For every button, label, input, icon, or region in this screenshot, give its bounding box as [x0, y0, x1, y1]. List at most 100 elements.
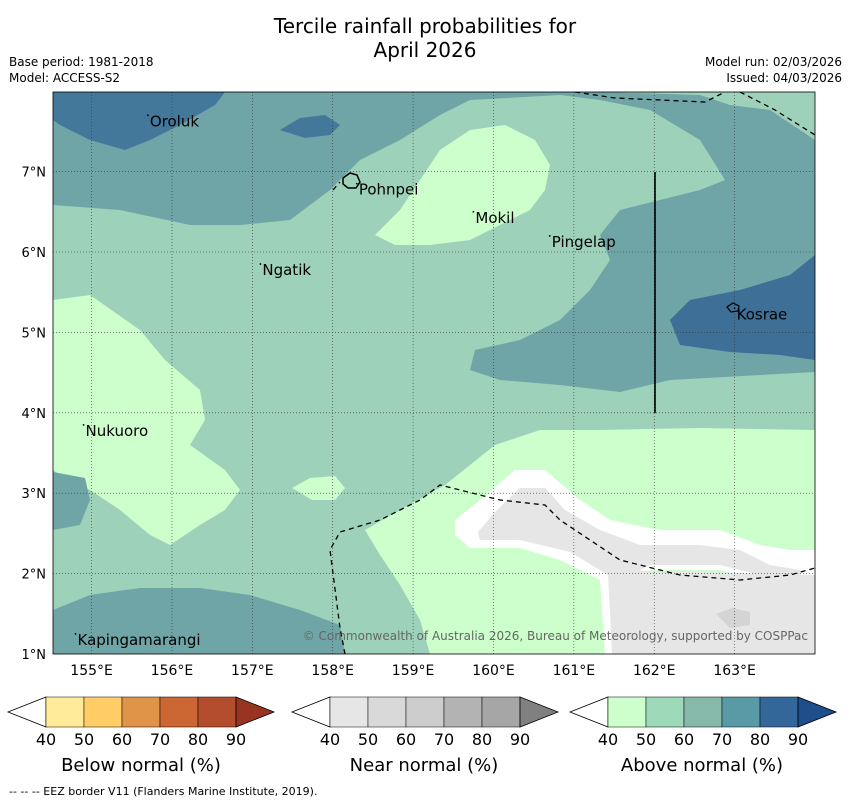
pohnpei-island-outline	[342, 172, 361, 189]
field-above-70-islet	[280, 115, 340, 138]
colorbar-above-band	[645, 696, 685, 728]
place-marker-kosrae	[733, 307, 736, 310]
colorbar-near-band	[481, 696, 521, 728]
colorbar-near-tick: 90	[510, 730, 530, 749]
longitude-ticks: 155°E 156°E 157°E 158°E 159°E 160°E 161°E 162°E…	[70, 663, 756, 679]
colorbar-below-min-arrow	[6, 696, 47, 728]
colorbar-near-band	[405, 696, 445, 728]
colorbar-below-tick: 80	[188, 730, 208, 749]
colorbar-above-tick: 80	[750, 730, 770, 749]
probability-fields	[53, 92, 815, 654]
place-label-mokil: Mokil	[475, 209, 514, 227]
lon-tick-label: 160°E	[472, 663, 515, 679]
place-label-pohnpei: Pohnpei	[359, 181, 419, 199]
colorbar-above-tick: 60	[674, 730, 694, 749]
latitude-ticks: 1°N 2°N 3°N 4°N 5°N 6°N 7°N	[22, 166, 47, 663]
place-marker-kapingamarangi	[74, 632, 77, 635]
colorbar-near-tick: 70	[434, 730, 454, 749]
colorbar-near-max-arrow	[519, 696, 560, 728]
colorbar-above-min-arrow	[568, 696, 609, 728]
place-label-oroluk: Oroluk	[150, 112, 199, 130]
place-marker-pingelap	[548, 235, 551, 237]
field-above-60-southwest	[53, 472, 90, 530]
field-above-70-kosrae	[670, 255, 815, 360]
colorbar-below-tick: 90	[226, 730, 246, 749]
colorbar-near-tick: 60	[396, 730, 416, 749]
field-above-70-oroluk	[53, 92, 225, 150]
base-period-text: Base period: 1981-2018	[9, 55, 154, 69]
colorbar-above-tick: 70	[712, 730, 732, 749]
model-text: Model: ACCESS-S2	[9, 71, 121, 85]
place-marker-oroluk	[146, 114, 149, 117]
eez-border-northeast	[574, 92, 815, 136]
lat-tick-label: 2°N	[22, 568, 47, 583]
place-label-nukuoro: Nukuoro	[86, 422, 149, 440]
chart-title: Tercile rainfall probabilities for April…	[0, 14, 850, 62]
field-above-60-north	[53, 92, 815, 392]
legend-label-below: Below normal (%)	[61, 755, 221, 776]
colorbar-above-band	[721, 696, 761, 728]
colorbar-below-band	[121, 696, 161, 728]
lat-tick-label: 6°N	[22, 246, 47, 261]
colorbar-above-tick: 50	[636, 730, 656, 749]
field-above-40-west	[53, 295, 240, 545]
colorbar-above-tick: 90	[788, 730, 808, 749]
lon-tick-label: 159°E	[392, 663, 435, 679]
colorbar-near-min-arrow	[290, 696, 331, 728]
colorbar-near: 40 50 60 70 80 90	[290, 696, 560, 749]
colorbar-above-band	[759, 696, 799, 728]
field-near-40	[478, 488, 800, 654]
place-labels: Oroluk Pohnpei Mokil Pingelap Ngatik Kosrae Nu…	[74, 112, 788, 649]
colorbar-near-tick: 80	[472, 730, 492, 749]
lat-tick-label: 3°N	[22, 487, 47, 502]
colorbar-below-band	[197, 696, 237, 728]
lon-tick-label: 158°E	[311, 663, 354, 679]
colorbar-above-band	[683, 696, 723, 728]
colorbar-below-tick: 70	[150, 730, 170, 749]
copyright-text: © Commonwealth of Australia 2026, Bureau…	[303, 629, 808, 643]
colorbar-near-tick: 50	[358, 730, 378, 749]
lon-tick-label: 155°E	[70, 663, 113, 679]
eez-border-pohnpei	[332, 181, 341, 191]
map-gridlines	[53, 92, 815, 654]
issued-text: Issued: 04/03/2026	[726, 71, 842, 85]
colorbar-above-band	[607, 696, 647, 728]
colorbar-above-max-arrow	[797, 696, 838, 728]
place-marker-mokil	[472, 210, 475, 213]
field-above-40-north	[375, 125, 550, 245]
place-marker-pohnpei	[355, 182, 358, 185]
colorbar-below-band	[45, 696, 85, 728]
title-line-1: Tercile rainfall probabilities for	[273, 14, 577, 38]
colorbar-below-tick: 40	[36, 730, 56, 749]
colorbar-below-tick: 50	[74, 730, 94, 749]
lat-tick-label: 4°N	[22, 407, 47, 422]
field-above-60-south	[53, 588, 345, 654]
lon-tick-label: 161°E	[553, 663, 596, 679]
lon-tick-label: 162°E	[633, 663, 676, 679]
colorbar-near-tick: 40	[320, 730, 340, 749]
map-frame	[52, 91, 816, 655]
lon-tick-label: 163°E	[713, 663, 756, 679]
lat-tick-label: 7°N	[22, 166, 47, 181]
place-marker-ngatik	[259, 263, 262, 265]
colorbar-above-tick: 40	[598, 730, 618, 749]
place-label-kosrae: Kosrae	[737, 305, 788, 323]
place-marker-nukuoro	[82, 423, 85, 426]
place-label-ngatik: Ngatik	[262, 261, 311, 279]
eez-borders	[329, 92, 815, 654]
colorbar-above: 40 50 60 70 80 90	[568, 696, 838, 749]
place-label-pingelap: Pingelap	[552, 233, 616, 251]
lon-tick-label: 157°E	[231, 663, 274, 679]
colorbar-below: 40 50 60 70 80 90	[6, 696, 276, 749]
legend-label-above: Above normal (%)	[620, 755, 784, 776]
field-near-40-lower	[622, 570, 815, 654]
field-near-50-blob	[716, 608, 750, 628]
eez-border-south	[329, 484, 815, 654]
colorbar-near-band	[329, 696, 369, 728]
colorbar-below-max-arrow	[235, 696, 276, 728]
meta-right: Model run: 02/03/2026 Issued: 04/03/2026	[705, 54, 842, 86]
colorbar-near-band	[367, 696, 407, 728]
title-line-2: April 2026	[373, 38, 477, 62]
lon-tick-label: 156°E	[151, 663, 194, 679]
